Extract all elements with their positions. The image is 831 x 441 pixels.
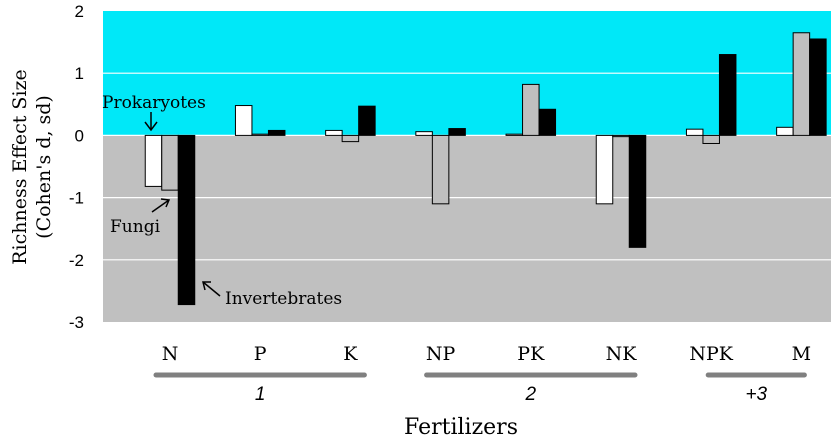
x-tick-label: P [254, 343, 267, 365]
bar-invertebrates-n [177, 134, 196, 306]
group-label: 1 [255, 384, 266, 405]
bar-prokaryotes-k [325, 129, 343, 136]
arrow-prokaryotes [144, 112, 158, 132]
bar-fungi-np [431, 134, 450, 205]
bar-invertebrates-nk [628, 134, 647, 248]
bar-prokaryotes-n [144, 134, 163, 187]
x-tick-label: M [792, 343, 811, 365]
annotation-prokaryotes: Prokaryotes [102, 93, 206, 113]
bar-invertebrates-m [809, 38, 827, 136]
y-tick-label: 1 [75, 64, 84, 83]
y-tick-label: -3 [69, 313, 84, 332]
bar-fungi-npk [702, 134, 720, 144]
bar-fungi-n [161, 134, 179, 191]
x-tick-labels: N P K NP PK NK NPK M [162, 343, 811, 365]
bar-fungi-k [341, 134, 360, 143]
x-tick-label: NP [426, 343, 456, 365]
bar-fungi-m [792, 32, 811, 136]
group-label: 2 [525, 384, 537, 405]
x-axis-label: Fertilizers [404, 415, 518, 440]
group-label: +3 [745, 384, 767, 405]
x-tick-label: NPK [689, 343, 733, 365]
bar-fungi-p [251, 133, 269, 136]
bar-prokaryotes-npk [685, 128, 704, 136]
annotation-invertebrates: Invertebrates [225, 289, 342, 309]
bar-invertebrates-np [448, 128, 466, 136]
bar-prokaryotes-np [415, 131, 433, 136]
bar-invertebrates-k [358, 105, 376, 136]
bar-fungi-pk [522, 83, 540, 136]
y-tick-label: 2 [75, 2, 84, 21]
bar-invertebrates-pk [538, 108, 557, 136]
y-tick-labels: 2 1 0 -1 -2 -3 [69, 2, 84, 332]
y-tick-label: -1 [69, 189, 84, 208]
annotation-fungi: Fungi [110, 217, 161, 237]
x-tick-label: PK [517, 343, 545, 365]
y-tick-label: 0 [75, 126, 84, 145]
x-tick-label: NK [606, 343, 638, 365]
y-axis-label-line2: (Cohen's d, sd) [33, 95, 55, 239]
bar-invertebrates-npk [718, 54, 737, 136]
arrow-invertebrates [202, 281, 221, 297]
arrow-fungi [151, 198, 171, 213]
negative-region [103, 135, 831, 322]
bar-fungi-nk [612, 134, 630, 138]
bar-prokaryotes-p [234, 105, 253, 136]
x-tick-label: K [343, 343, 358, 365]
y-axis-label-line1: Richness Effect Size [9, 69, 31, 265]
bars [144, 32, 827, 306]
bar-prokaryotes-pk [505, 133, 524, 136]
y-tick-label: -2 [69, 251, 84, 270]
bar-prokaryotes-nk [595, 134, 614, 205]
group-brackets: 1 2 +3 [153, 372, 807, 405]
bar-prokaryotes-m [776, 126, 794, 136]
x-tick-label: N [162, 343, 179, 365]
bar-invertebrates-p [267, 129, 286, 136]
